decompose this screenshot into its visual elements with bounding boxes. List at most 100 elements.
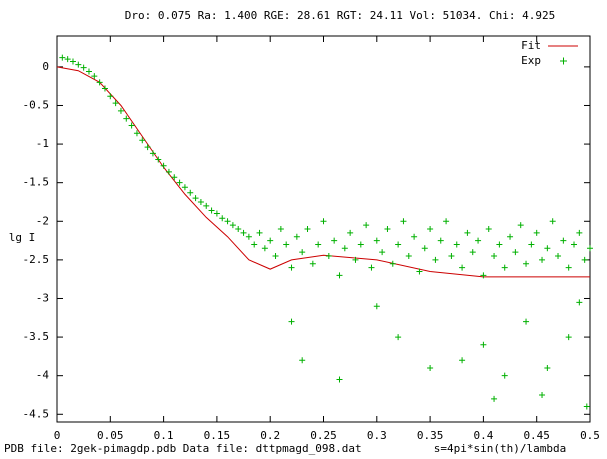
exp-point <box>128 122 135 129</box>
exp-point <box>315 241 322 248</box>
exp-point <box>293 233 300 240</box>
exp-point <box>261 245 268 252</box>
x-tick-label: 0.4 <box>473 429 493 442</box>
exp-point <box>133 130 140 137</box>
y-axis-label: lg I <box>9 231 36 244</box>
exp-point <box>539 391 546 398</box>
exp-point <box>384 226 391 232</box>
exp-point <box>437 237 444 244</box>
exp-point <box>235 226 242 232</box>
exp-point <box>368 264 375 271</box>
exp-point <box>485 226 492 232</box>
exp-point <box>587 245 593 252</box>
x-tick-label: 0.15 <box>204 429 231 442</box>
y-tick-label: -2.5 <box>23 253 50 266</box>
exp-point <box>336 272 343 279</box>
exp-point <box>501 372 508 379</box>
x-tick-label: 0.2 <box>260 429 280 442</box>
exp-point <box>453 241 460 248</box>
exp-point <box>277 226 284 232</box>
exp-point <box>555 253 562 260</box>
exp-point <box>459 357 466 364</box>
exp-point <box>491 395 498 402</box>
fit-line <box>56 66 590 278</box>
exp-point <box>395 334 402 341</box>
exp-point <box>288 264 295 271</box>
exp-point <box>464 229 471 236</box>
exp-point <box>299 357 306 364</box>
exp-point <box>288 318 295 325</box>
exp-point <box>59 54 66 61</box>
exp-point <box>421 245 428 252</box>
exp-point <box>299 249 306 256</box>
x-tick-label: 0 <box>54 429 61 442</box>
exp-point <box>165 168 172 175</box>
exp-point <box>267 237 274 244</box>
exp-point <box>208 207 215 214</box>
exp-point <box>416 268 423 275</box>
exp-point <box>341 245 348 252</box>
exp-point <box>336 376 343 383</box>
legend-label: Fit <box>521 39 541 52</box>
exp-point <box>219 215 226 222</box>
exp-point <box>251 241 258 248</box>
exp-point <box>187 189 194 196</box>
exp-point <box>123 115 130 122</box>
exp-point <box>283 241 290 248</box>
exp-point <box>427 364 434 371</box>
exp-point <box>229 222 236 229</box>
exp-point <box>496 241 503 248</box>
exp-point <box>75 61 82 68</box>
exp-point <box>357 241 364 248</box>
exp-point <box>85 68 92 75</box>
exp-point <box>91 73 98 80</box>
exp-point <box>224 218 231 225</box>
exp-point <box>517 222 524 229</box>
exp-point <box>149 150 156 157</box>
exp-point <box>245 233 252 240</box>
exp-point <box>565 334 572 341</box>
exp-point <box>256 229 263 236</box>
exp-point <box>373 237 380 244</box>
exp-point <box>112 100 119 107</box>
exp-point <box>96 79 103 86</box>
exp-point <box>507 233 514 240</box>
x-axis-label: s=4pi*sin(th)/lambda <box>434 442 566 455</box>
exp-point <box>560 237 567 244</box>
exp-point <box>197 198 204 205</box>
y-tick-label: -3.5 <box>23 330 50 343</box>
exp-point <box>144 144 151 151</box>
legend-label: Exp <box>521 54 541 67</box>
exp-point <box>395 241 402 248</box>
exp-point <box>523 318 530 325</box>
footer: PDB file: 2gek-pimagdp.pdb Data file: dt… <box>4 442 362 455</box>
exp-point <box>576 229 583 236</box>
exp-point <box>549 218 556 225</box>
exp-point <box>309 260 316 267</box>
exp-point <box>571 241 578 248</box>
exp-point <box>501 264 508 271</box>
exp-point <box>443 218 450 225</box>
exp-point <box>544 245 551 252</box>
y-tick-label: -1 <box>36 137 49 150</box>
exp-point <box>117 107 124 114</box>
exp-point <box>459 264 466 271</box>
exp-point <box>581 256 588 263</box>
exp-point <box>480 341 487 348</box>
exp-point <box>533 229 540 236</box>
exp-point <box>528 241 535 248</box>
y-tick-label: -0.5 <box>23 98 50 111</box>
exp-point <box>576 299 583 306</box>
exp-point <box>363 222 370 229</box>
exp-point <box>320 218 327 225</box>
exp-point <box>347 229 354 236</box>
exp-point <box>64 56 71 63</box>
exp-point <box>203 202 210 209</box>
x-tick-label: 0.25 <box>310 429 337 442</box>
exp-point <box>389 260 396 267</box>
x-tick-label: 0.45 <box>523 429 550 442</box>
exp-point <box>405 253 412 260</box>
exp-point <box>480 272 487 279</box>
exp-point <box>379 249 386 256</box>
